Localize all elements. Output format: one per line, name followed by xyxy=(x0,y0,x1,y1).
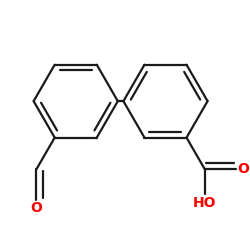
Text: O: O xyxy=(30,201,42,215)
Text: O: O xyxy=(238,162,249,176)
Text: HO: HO xyxy=(193,196,216,210)
